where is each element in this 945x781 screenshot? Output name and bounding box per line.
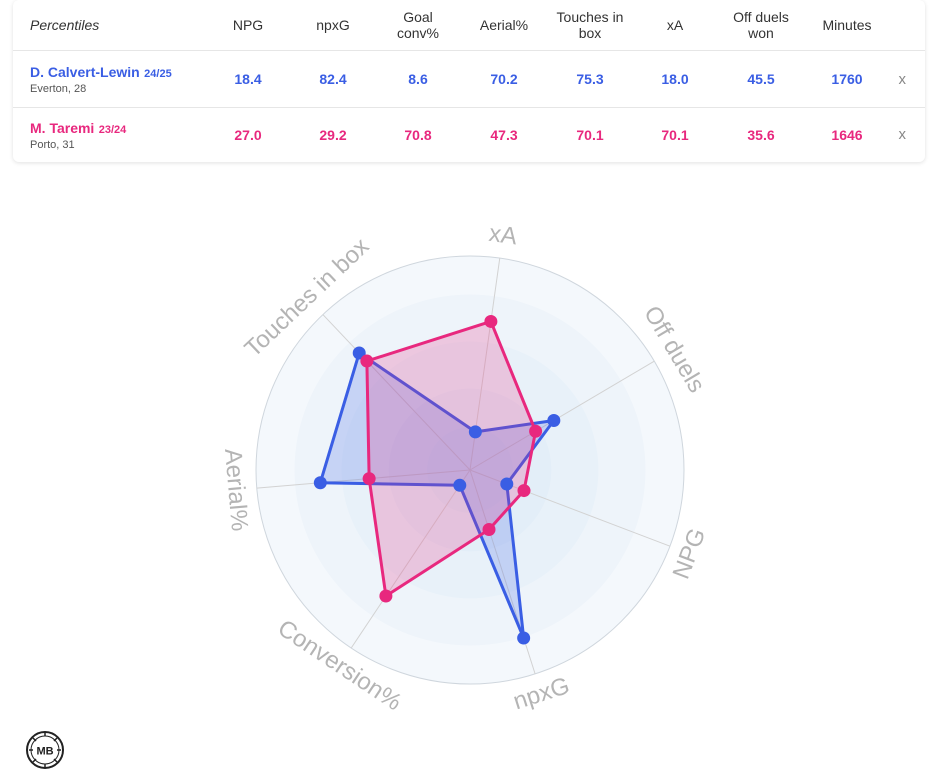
player-team: Porto, 31 [30, 139, 75, 151]
table-title: Percentiles [30, 17, 100, 33]
data-point [379, 589, 393, 603]
value-aerial: 47.3 [490, 126, 518, 143]
data-point [313, 476, 327, 490]
radar-spoke [322, 314, 471, 471]
remove-player-button[interactable]: x [898, 126, 907, 143]
svg-text:MB: MB [36, 746, 53, 758]
value-off-duels-won: 35.6 [747, 126, 775, 143]
value-minutes: 1646 [831, 126, 863, 143]
col-off-duels-won: Off duels won [733, 9, 789, 41]
value-touches-in-box: 75.3 [576, 71, 604, 87]
value-npxg: 29.2 [319, 126, 347, 143]
data-point [529, 424, 543, 438]
data-point [362, 472, 376, 486]
col-xa: xA [666, 17, 684, 33]
data-point [453, 478, 467, 492]
col-touches-in-box: Touches in box [556, 9, 624, 41]
value-goal-conv: 70.8 [404, 126, 432, 143]
data-point [352, 346, 366, 360]
player-info: D. Calvert-Lewin 24/25 Everton, 28 [30, 64, 172, 95]
percentiles-table: Percentiles NPG npxG Goal conv% Aerial% … [13, 0, 925, 162]
player-season: 24/25 [144, 68, 172, 80]
value-aerial: 70.2 [490, 71, 518, 87]
col-aerial: Aerial% [479, 17, 529, 33]
data-point [482, 523, 496, 537]
value-off-duels-won: 45.5 [747, 71, 775, 87]
table-row: M. Taremi 23/24 Porto, 31 27.0 29.2 70.8… [13, 108, 925, 161]
player-team: Everton, 28 [30, 83, 87, 95]
col-npg: NPG [232, 17, 264, 33]
col-minutes: Minutes [822, 17, 872, 33]
table-header: Percentiles NPG npxG Goal conv% Aerial% … [13, 0, 925, 51]
value-npxg: 82.4 [319, 71, 347, 87]
data-point [547, 413, 561, 427]
radar-spoke [350, 469, 471, 649]
value-touches-in-box: 70.1 [576, 126, 604, 143]
axis-label: xA [487, 220, 519, 251]
player-info: M. Taremi 23/24 Porto, 31 [30, 120, 126, 151]
data-point [468, 425, 482, 439]
data-point [517, 631, 531, 645]
table-row: D. Calvert-Lewin 24/25 Everton, 28 18.4 … [13, 51, 925, 108]
value-xa: 70.1 [661, 126, 689, 143]
axis-label: Aerial% [219, 448, 253, 533]
value-xa: 18.0 [661, 71, 689, 87]
col-goal-conv: Goal conv% [396, 9, 440, 41]
data-point [517, 484, 531, 498]
data-point [484, 314, 498, 328]
col-npxg: npxG [316, 17, 350, 33]
value-npg: 27.0 [234, 126, 262, 143]
player-season: 23/24 [98, 124, 127, 136]
data-point [500, 477, 514, 491]
value-npg: 18.4 [234, 71, 262, 87]
value-minutes: 1760 [831, 71, 863, 87]
mb-logo: MB [26, 731, 64, 769]
player-name[interactable]: M. Taremi [30, 120, 95, 136]
radar-spoke [469, 360, 655, 471]
series-area-taremi [365, 319, 538, 598]
remove-player-button[interactable]: x [898, 70, 907, 88]
data-point [360, 354, 374, 368]
series-area-calvert-lewin [318, 351, 556, 640]
player-name[interactable]: D. Calvert-Lewin [30, 64, 140, 80]
value-goal-conv: 8.6 [408, 71, 428, 87]
